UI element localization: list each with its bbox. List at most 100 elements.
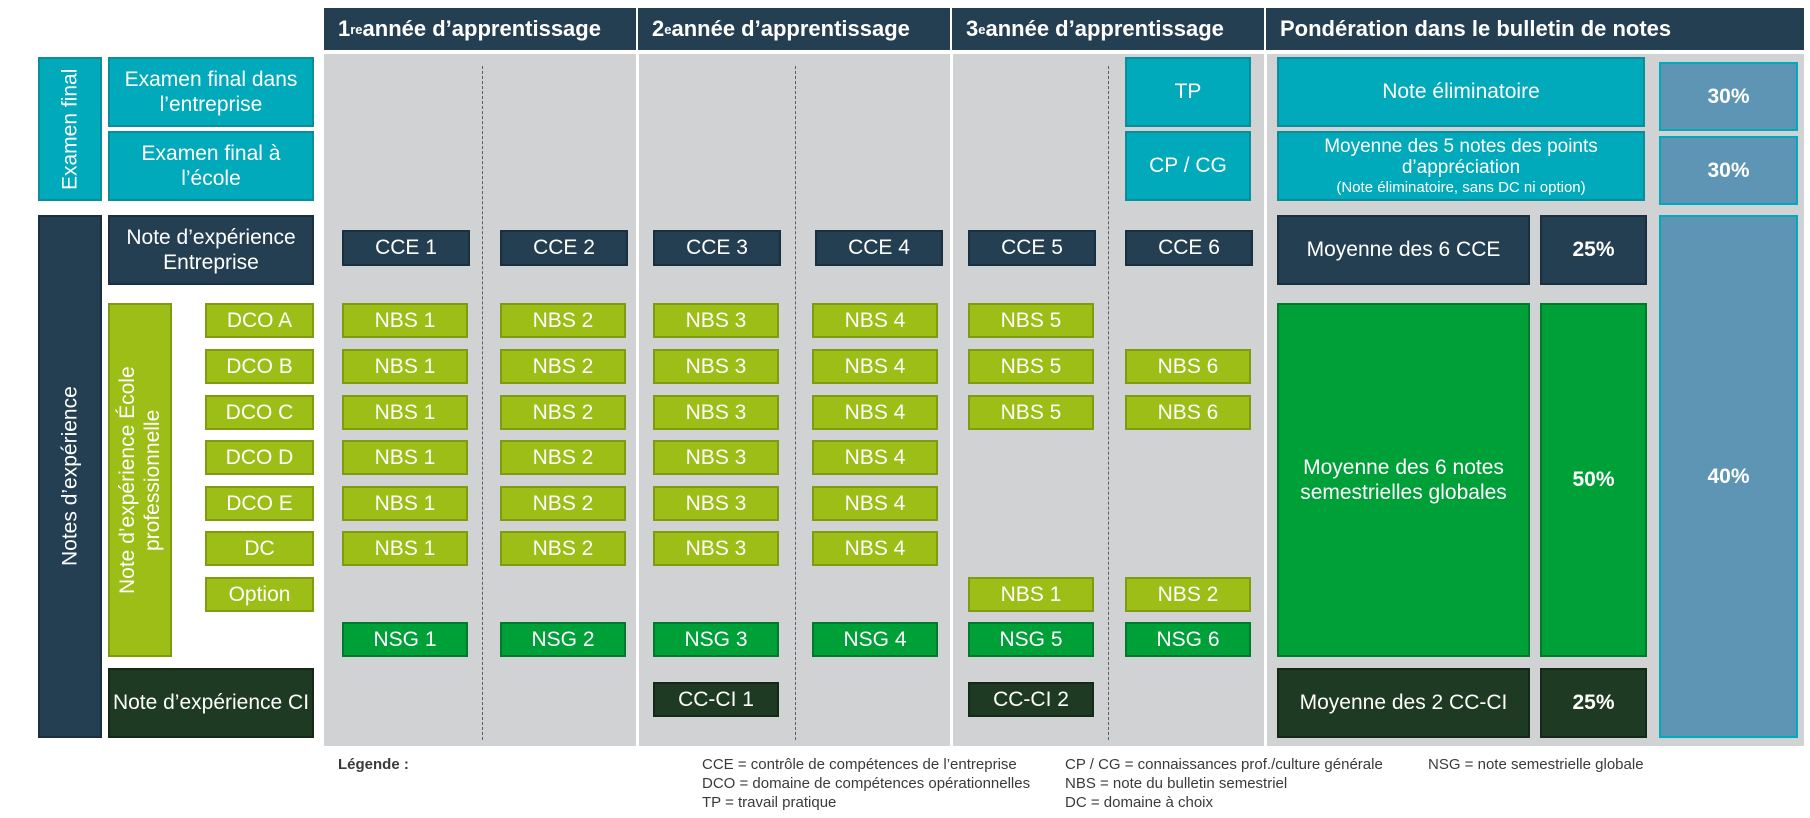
nsg-6: NSG 6	[1125, 622, 1251, 657]
nbs-text: NBS 1	[374, 536, 436, 560]
nbs-text: NBS 5	[1000, 400, 1062, 424]
nbs-cell: NBS 1	[342, 531, 468, 566]
row-label-dco-b-text: DCO B	[226, 354, 293, 378]
nsg-4-text: NSG 4	[843, 627, 907, 651]
nbs-text: NBS 3	[685, 354, 747, 378]
school-group-label: Note d’expérience École professionnelle	[108, 303, 172, 657]
nbs-cell: NBS 2	[500, 440, 626, 475]
ccci-1-text: CC-CI 1	[678, 687, 754, 711]
cpcg-cell: CP / CG	[1125, 131, 1251, 201]
nbs-text: NBS 4	[844, 354, 906, 378]
final-exam-group-text: Examen final	[58, 68, 82, 190]
row-label-option: Option	[205, 577, 314, 612]
nbs-cell: NBS 2	[500, 303, 626, 338]
exam-company-label: Examen final dans l’entreprise	[108, 57, 314, 127]
pct-exam-school-text: 30%	[1707, 158, 1750, 182]
nbs-cell: NBS 5	[968, 395, 1094, 430]
nsg-5-text: NSG 5	[999, 627, 1063, 651]
header-year-1-sup: re	[350, 21, 363, 37]
cce-5: CCE 5	[968, 230, 1096, 266]
header-year-3-sup: e	[978, 21, 986, 37]
company-note-text: Note d’expérience Entreprise	[126, 225, 296, 274]
nbs-cell: NBS 5	[968, 349, 1094, 384]
pct-ccci: 25%	[1540, 668, 1647, 738]
ci-note-text: Note d’expérience CI	[112, 691, 310, 715]
nbs-cell: NBS 4	[812, 349, 938, 384]
nbs-cell: NBS 6	[1125, 395, 1251, 430]
nsg-4: NSG 4	[812, 622, 938, 657]
nbs-text: NBS 1	[374, 308, 436, 332]
header-year-2-text: année d’apprentissage	[671, 16, 910, 41]
legend-column-1: CCE = contrôle de compétences de l’entre…	[702, 755, 1062, 812]
company-note-label: Note d’expérience Entreprise	[108, 215, 314, 285]
row-label-dco-d-text: DCO D	[225, 445, 294, 469]
row-label-option-text: Option	[228, 582, 291, 606]
cce-2-text: CCE 2	[533, 236, 595, 260]
nbs-cell: NBS 4	[812, 303, 938, 338]
pct-exam-company-text: 30%	[1707, 84, 1750, 108]
row-label-dc: DC	[205, 531, 314, 566]
option-nbs-2: NBS 2	[1125, 577, 1251, 612]
nbs-text: NBS 1	[374, 491, 436, 515]
semester-divider-2	[795, 66, 796, 740]
nbs-text: NBS 2	[532, 491, 594, 515]
avg-ccci-text: Moyenne des 2 CC-CI	[1299, 691, 1508, 715]
row-label-dco-c: DCO C	[205, 395, 314, 430]
nbs-cell: NBS 3	[653, 531, 779, 566]
tp-cell: TP	[1125, 57, 1251, 127]
nbs-cell: NBS 3	[653, 395, 779, 430]
semester-divider-3	[1108, 66, 1109, 740]
option-nbs-1-text: NBS 1	[1000, 582, 1062, 606]
cce-6-text: CCE 6	[1158, 236, 1220, 260]
nbs-cell: NBS 3	[653, 486, 779, 521]
nbs-cell: NBS 1	[342, 486, 468, 521]
nbs-cell: NBS 4	[812, 440, 938, 475]
nbs-text: NBS 1	[374, 354, 436, 378]
nbs-text: NBS 2	[532, 354, 594, 378]
nbs-text: NBS 3	[685, 536, 747, 560]
pct-nsg-text: 50%	[1572, 468, 1615, 492]
legend-column-3: NSG = note semestrielle globale	[1428, 755, 1788, 774]
avg-nsg-text: Moyenne des 6 notes semestrielles global…	[1300, 455, 1507, 504]
row-label-dco-a-text: DCO A	[226, 308, 293, 332]
year-separator-1	[636, 54, 639, 746]
nbs-cell: NBS 1	[342, 303, 468, 338]
option-nbs-1: NBS 1	[968, 577, 1094, 612]
avg-points-note: Moyenne des 5 notes des points d’appréci…	[1277, 131, 1645, 201]
cce-3: CCE 3	[653, 230, 781, 266]
row-label-dco-d: DCO D	[205, 440, 314, 475]
nbs-text: NBS 4	[844, 536, 906, 560]
nbs-text: NBS 5	[1000, 308, 1062, 332]
cce-1-text: CCE 1	[375, 236, 437, 260]
school-group-text: Note d’expérience École professionnelle	[115, 366, 164, 594]
nbs-cell: NBS 4	[812, 395, 938, 430]
pct-cce-text: 25%	[1572, 238, 1615, 262]
nsg-5: NSG 5	[968, 622, 1094, 657]
nbs-cell: NBS 2	[500, 531, 626, 566]
cpcg-text: CP / CG	[1149, 154, 1227, 178]
row-label-dco-b: DCO B	[205, 349, 314, 384]
avg-points-text: Moyenne des 5 notes des points d’appréci…	[1324, 135, 1598, 179]
year-separator-2	[950, 54, 953, 746]
pct-nsg: 50%	[1540, 303, 1647, 657]
year-separator-3	[1264, 54, 1267, 746]
cce-3-text: CCE 3	[686, 236, 748, 260]
avg-cce: Moyenne des 6 CCE	[1277, 215, 1530, 285]
tp-text: TP	[1174, 80, 1202, 104]
header-year-1-num: 1	[338, 16, 351, 41]
ccci-2: CC-CI 2	[968, 682, 1094, 717]
experience-group-label: Notes d’expérience	[38, 215, 102, 738]
header-weighting-text: Pondération dans le bulletin de notes	[1280, 16, 1672, 41]
nbs-text: NBS 4	[844, 491, 906, 515]
row-label-dc-text: DC	[244, 536, 275, 560]
semester-divider-1	[482, 66, 483, 740]
pct-exam-school: 30%	[1659, 136, 1798, 205]
nbs-cell: NBS 2	[500, 395, 626, 430]
row-label-dco-a: DCO A	[205, 303, 314, 338]
nbs-text: NBS 5	[1000, 354, 1062, 378]
header-year-1-text: année d’apprentissage	[362, 16, 601, 41]
nsg-3: NSG 3	[653, 622, 779, 657]
exam-school-text: Examen final à l’école	[141, 141, 281, 190]
